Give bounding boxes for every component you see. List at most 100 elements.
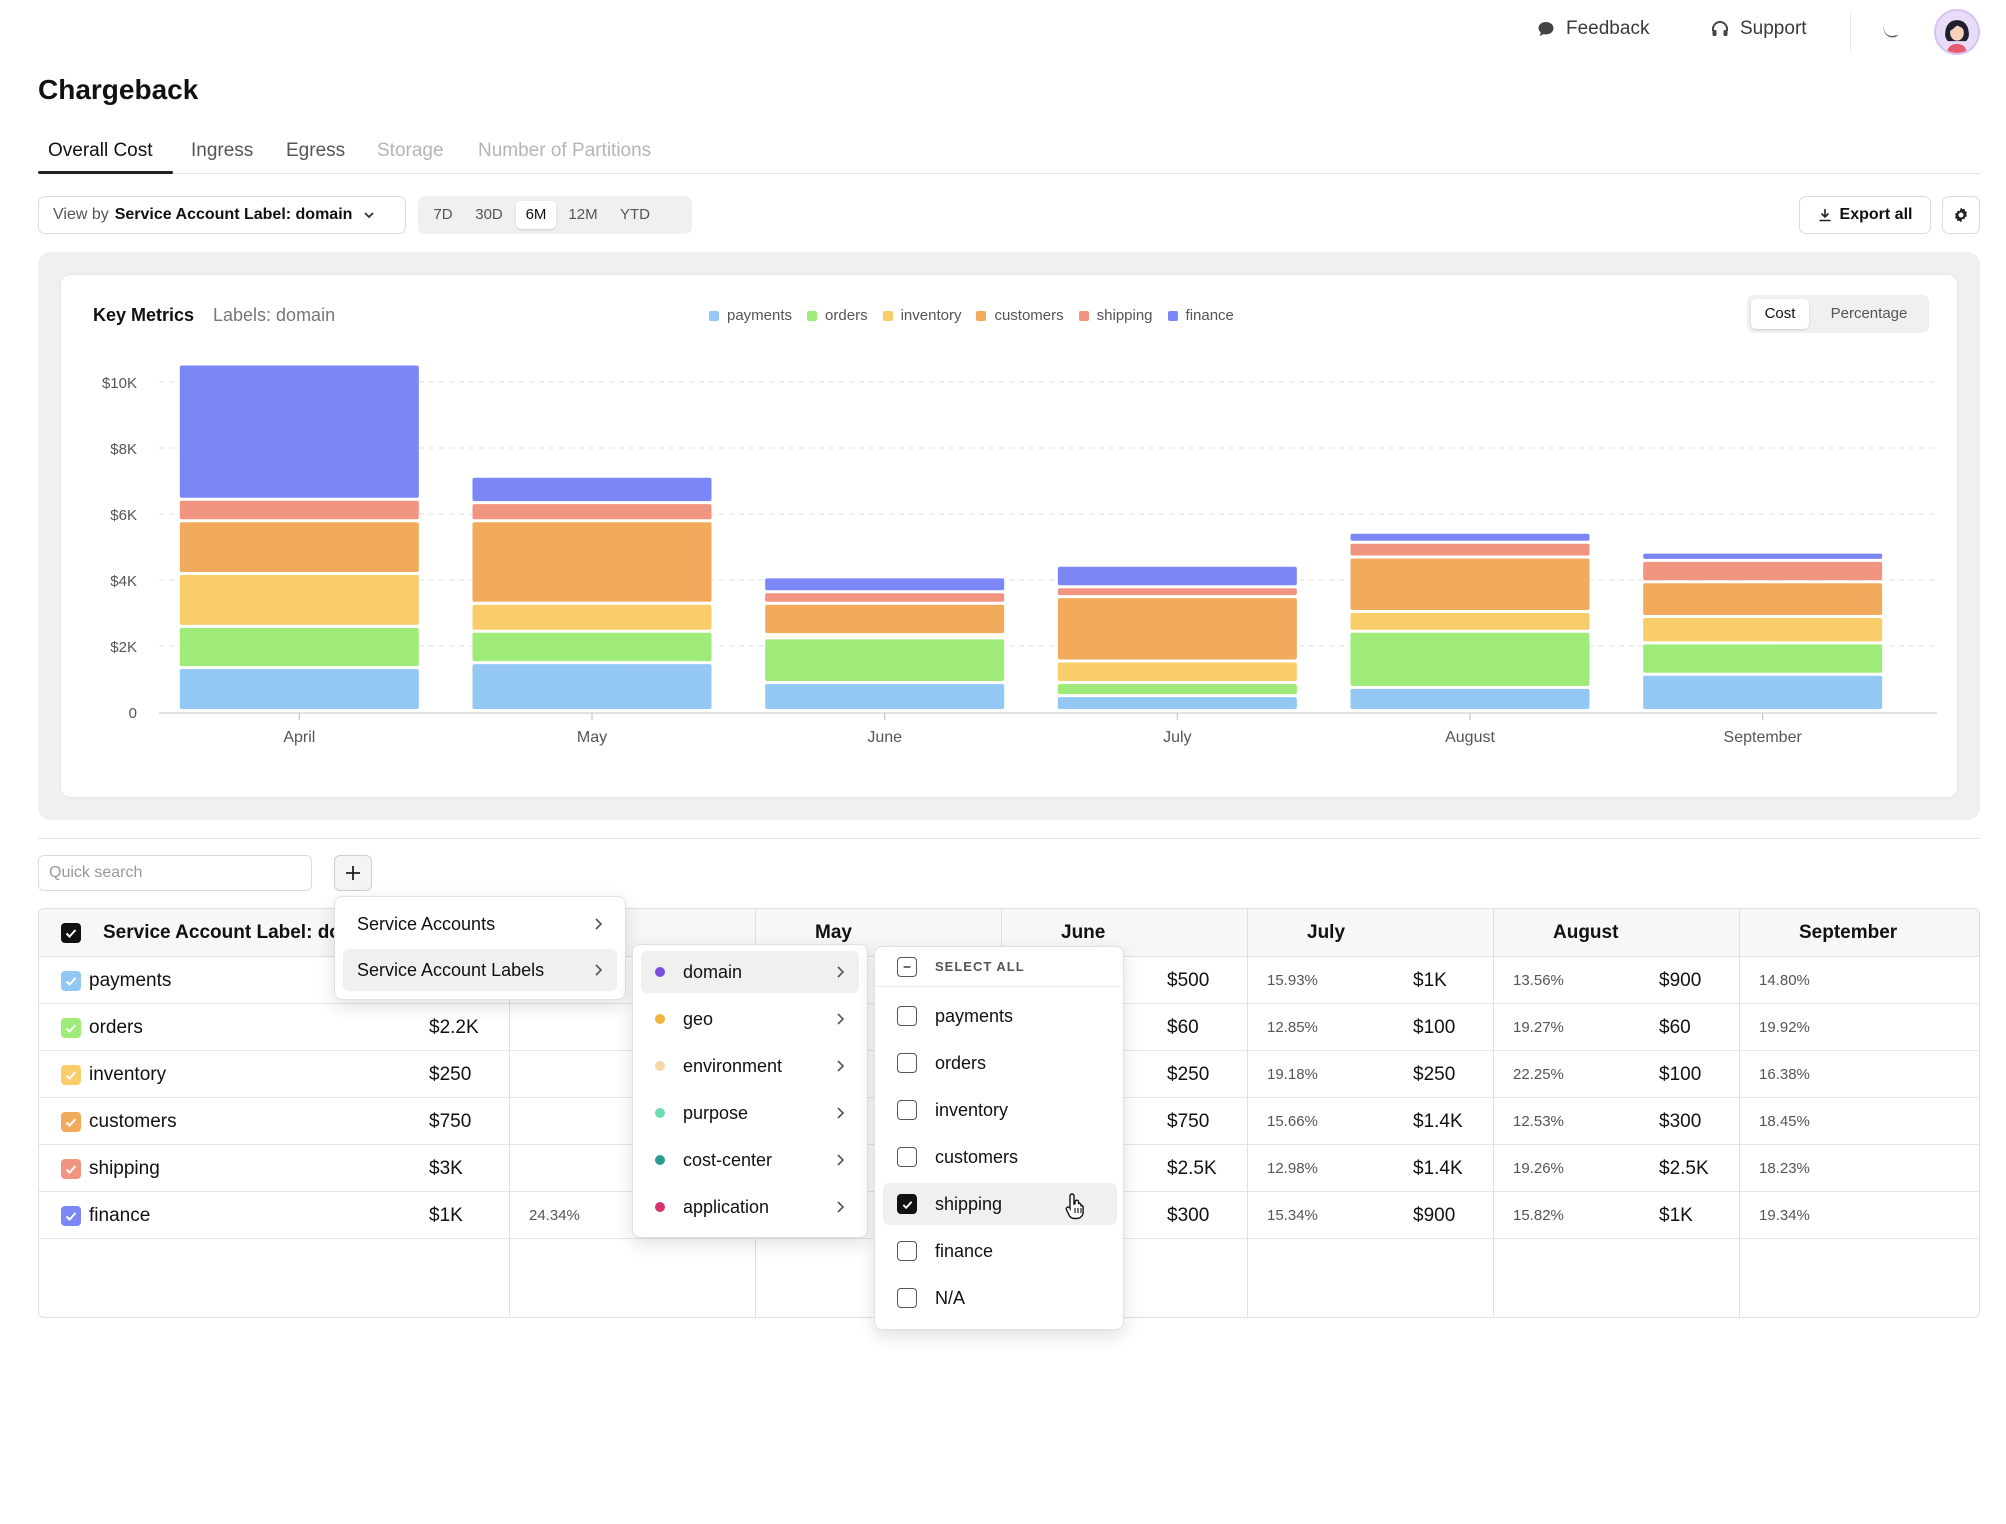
bar-segment-orders-july[interactable] <box>1057 683 1297 695</box>
column-header-september[interactable]: September <box>1799 922 1898 943</box>
menu-item-environment[interactable]: environment <box>641 1045 859 1087</box>
bar-segment-payments-june[interactable] <box>765 683 1005 709</box>
toggle-percentage[interactable]: Percentage <box>1830 305 1908 322</box>
bar-segment-orders-august[interactable] <box>1350 632 1590 686</box>
legend-item-orders[interactable]: orders <box>807 307 868 324</box>
column-header-july[interactable]: July <box>1307 922 1346 943</box>
export-all-button[interactable]: Export all <box>1799 196 1931 234</box>
chart-legend: payments orders inventory customers shipping… <box>709 307 1234 324</box>
legend-item-finance[interactable]: finance <box>1167 307 1234 324</box>
menu-item-geo[interactable]: geo <box>641 998 859 1040</box>
bar-segment-payments-july[interactable] <box>1057 697 1297 709</box>
support-link[interactable]: Support <box>1710 18 1807 40</box>
tab-ingress[interactable]: Ingress <box>191 140 254 161</box>
option-checkbox[interactable] <box>897 1053 917 1073</box>
column-header-may[interactable]: May <box>815 922 852 943</box>
row-checkbox[interactable] <box>61 1018 81 1038</box>
bar-segment-finance-july[interactable] <box>1057 566 1297 586</box>
option-payments[interactable]: payments <box>883 995 1117 1037</box>
column-header-august[interactable]: August <box>1553 922 1619 943</box>
select-all-checkbox[interactable] <box>897 956 917 977</box>
range-7d[interactable]: 7D <box>433 206 453 223</box>
bar-segment-finance-april[interactable] <box>179 365 419 498</box>
menu-item-service-account-labels[interactable]: Service Account Labels <box>343 949 617 991</box>
tab-storage[interactable]: Storage <box>377 140 444 161</box>
bar-segment-orders-may[interactable] <box>472 632 712 662</box>
bar-segment-finance-august[interactable] <box>1350 533 1590 541</box>
row-checkbox[interactable] <box>61 1206 81 1226</box>
range-ytd[interactable]: YTD <box>620 206 650 223</box>
bar-segment-shipping-august[interactable] <box>1350 543 1590 556</box>
bar-segment-finance-may[interactable] <box>472 477 712 502</box>
feedback-link[interactable]: Feedback <box>1536 18 1649 40</box>
option-orders[interactable]: orders <box>883 1042 1117 1084</box>
bar-segment-orders-june[interactable] <box>765 639 1005 681</box>
row-checkbox[interactable] <box>61 1159 81 1179</box>
option-finance[interactable]: finance <box>883 1230 1117 1272</box>
bar-segment-finance-september[interactable] <box>1643 553 1883 559</box>
bar-segment-inventory-september[interactable] <box>1643 617 1883 642</box>
menu-item-service-accounts[interactable]: Service Accounts <box>343 903 617 945</box>
legend-item-inventory[interactable]: inventory <box>882 307 961 324</box>
bar-segment-inventory-july[interactable] <box>1057 662 1297 681</box>
row-checkbox[interactable] <box>61 1112 81 1132</box>
select-all-rows-checkbox[interactable] <box>61 923 81 943</box>
range-30d[interactable]: 30D <box>475 206 503 223</box>
bar-segment-customers-august[interactable] <box>1350 558 1590 610</box>
view-by-dropdown[interactable]: View by Service Account Label: domain <box>38 196 406 234</box>
bar-segment-shipping-april[interactable] <box>179 500 419 520</box>
menu-item-application[interactable]: application <box>641 1186 859 1228</box>
avatar[interactable] <box>1934 9 1980 55</box>
option-inventory[interactable]: inventory <box>883 1089 1117 1131</box>
option-checkbox[interactable] <box>897 1100 917 1120</box>
settings-button[interactable] <box>1942 196 1980 234</box>
bar-segment-customers-june[interactable] <box>765 604 1005 634</box>
option-checkbox[interactable] <box>897 1147 917 1167</box>
bar-segment-payments-may[interactable] <box>472 664 712 709</box>
bar-segment-customers-april[interactable] <box>179 522 419 573</box>
row-checkbox[interactable] <box>61 1065 81 1085</box>
column-header-june[interactable]: June <box>1061 922 1106 943</box>
bar-segment-shipping-july[interactable] <box>1057 588 1297 596</box>
bar-segment-shipping-june[interactable] <box>765 593 1005 602</box>
add-filter-button[interactable] <box>334 855 372 891</box>
moon-icon[interactable] <box>1877 18 1903 44</box>
bar-segment-finance-june[interactable] <box>765 578 1005 591</box>
row-checkbox[interactable] <box>61 971 81 991</box>
bar-segment-payments-september[interactable] <box>1643 675 1883 709</box>
range-6m[interactable]: 6M <box>516 201 556 229</box>
tab-egress[interactable]: Egress <box>286 140 346 161</box>
bar-segment-inventory-may[interactable] <box>472 604 712 630</box>
bar-segment-shipping-may[interactable] <box>472 504 712 520</box>
bar-segment-customers-july[interactable] <box>1057 598 1297 660</box>
legend-item-shipping[interactable]: shipping <box>1078 307 1153 324</box>
bar-segment-payments-august[interactable] <box>1350 688 1590 709</box>
tab-number-of-partitions[interactable]: Number of Partitions <box>478 140 652 161</box>
menu-item-domain[interactable]: domain <box>641 951 859 993</box>
option-customers[interactable]: customers <box>883 1136 1117 1178</box>
range-12m[interactable]: 12M <box>568 206 598 223</box>
option-checkbox[interactable] <box>897 1194 917 1214</box>
option-n-a[interactable]: N/A <box>883 1277 1117 1319</box>
select-all-row[interactable]: SELECT ALL <box>875 947 1125 987</box>
bar-segment-orders-april[interactable] <box>179 627 419 667</box>
quick-search-input[interactable] <box>38 855 312 891</box>
option-checkbox[interactable] <box>897 1006 917 1026</box>
column-header-label[interactable]: Service Account Label: domain <box>103 922 381 943</box>
bar-segment-inventory-april[interactable] <box>179 575 419 625</box>
menu-item-purpose[interactable]: purpose <box>641 1092 859 1134</box>
bar-segment-customers-may[interactable] <box>472 522 712 602</box>
option-checkbox[interactable] <box>897 1241 917 1261</box>
toggle-cost[interactable]: Cost <box>1751 299 1809 329</box>
legend-item-payments[interactable]: payments <box>709 307 792 324</box>
bar-segment-orders-september[interactable] <box>1643 644 1883 673</box>
gear-icon <box>1955 207 1967 223</box>
option-checkbox[interactable] <box>897 1288 917 1308</box>
menu-item-cost-center[interactable]: cost-center <box>641 1139 859 1181</box>
tab-overall-cost[interactable]: Overall Cost <box>48 140 153 161</box>
bar-segment-customers-september[interactable] <box>1643 583 1883 615</box>
bar-segment-inventory-august[interactable] <box>1350 613 1590 630</box>
bar-segment-shipping-september[interactable] <box>1643 561 1883 581</box>
bar-segment-payments-april[interactable] <box>179 669 419 709</box>
legend-item-customers[interactable]: customers <box>976 307 1064 324</box>
